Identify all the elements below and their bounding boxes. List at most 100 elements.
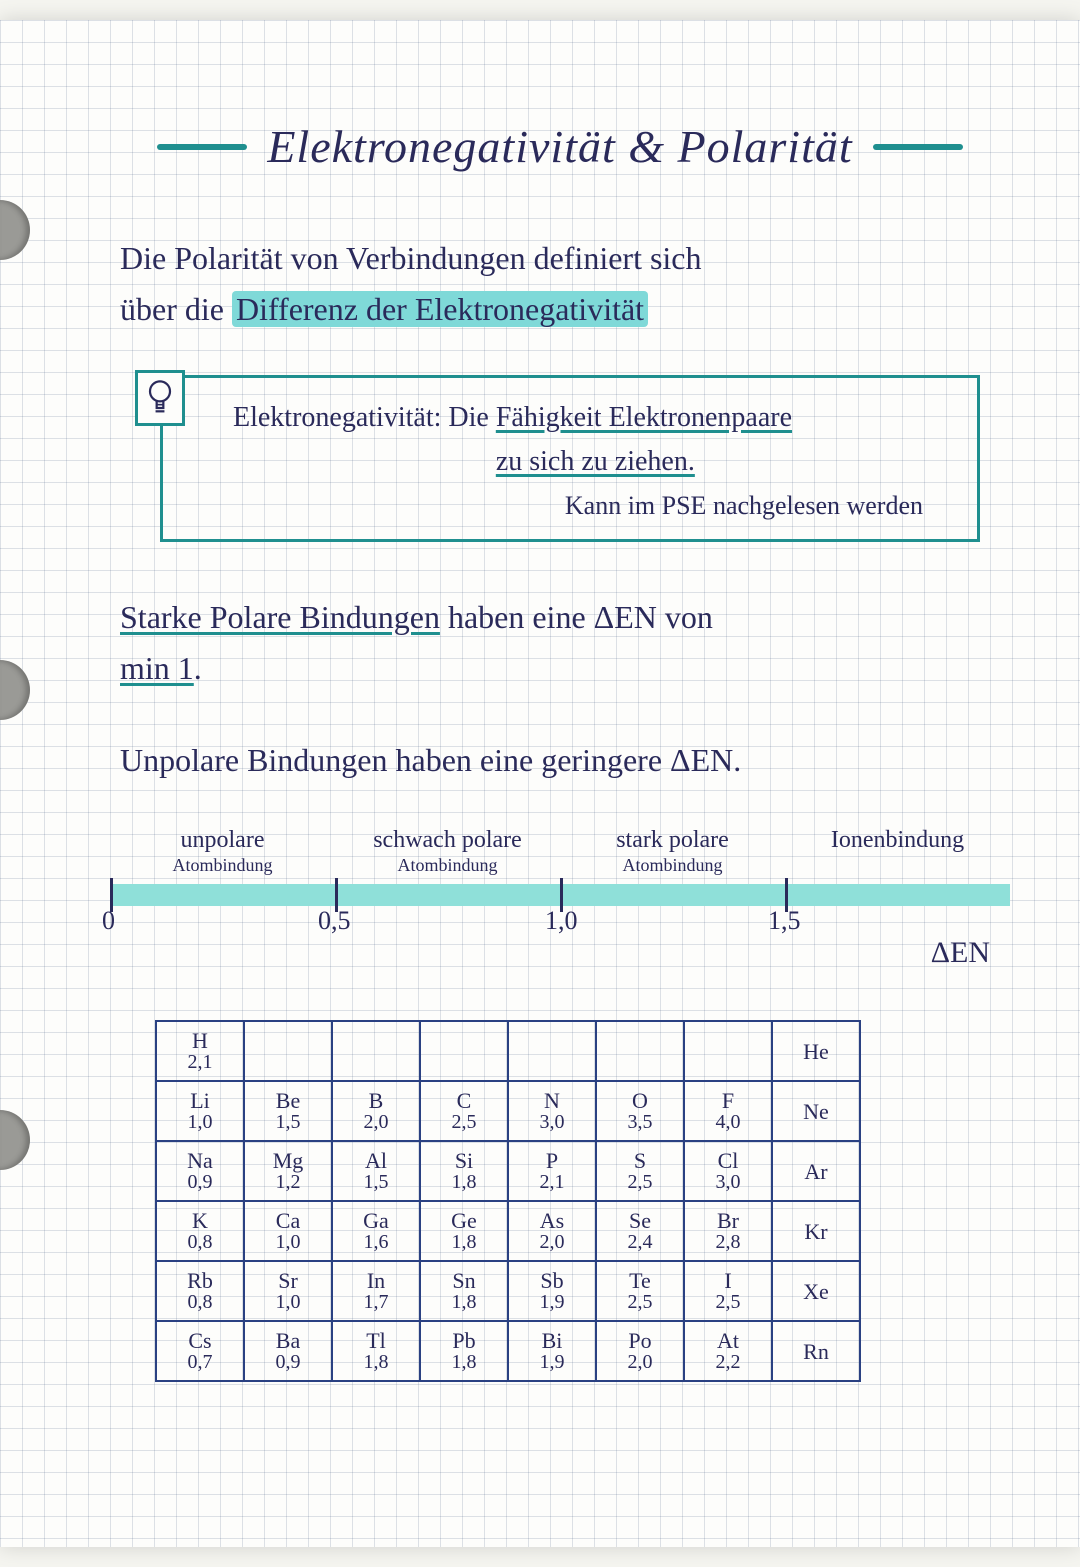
definition-body-a: Die (448, 402, 495, 433)
rule-nonpolar: Unpolare Bindungen haben eine geringere … (120, 735, 1000, 786)
definition-underline2: zu sich zu ziehen. (496, 446, 695, 477)
element-symbol: F (685, 1089, 771, 1112)
table-cell: Bi1,9 (508, 1321, 596, 1381)
element-en-value: 1,8 (421, 1172, 507, 1193)
element-en-value: 1,0 (157, 1112, 243, 1133)
element-symbol: N (509, 1089, 595, 1112)
element-en-value: 2,1 (509, 1172, 595, 1193)
element-symbol: Be (245, 1089, 331, 1112)
element-en-value: 1,2 (245, 1172, 331, 1193)
element-symbol: Ca (245, 1209, 331, 1232)
table-cell-empty (244, 1021, 332, 1081)
element-symbol: Kr (773, 1220, 859, 1243)
element-symbol: Tl (333, 1329, 419, 1352)
table-cell: S2,5 (596, 1141, 684, 1201)
element-symbol: Po (597, 1329, 683, 1352)
element-en-value: 1,9 (509, 1292, 595, 1313)
element-symbol: K (157, 1209, 243, 1232)
table-cell: Tl1,8 (332, 1321, 420, 1381)
element-en-value: 2,0 (509, 1232, 595, 1253)
element-en-value: 1,8 (421, 1292, 507, 1313)
table-cell: K0,8 (156, 1201, 244, 1261)
scale-region: stark polareAtombindung (560, 826, 785, 876)
table-cell: Ca1,0 (244, 1201, 332, 1261)
lightbulb-icon (135, 370, 185, 426)
element-en-value: 2,2 (685, 1352, 771, 1373)
element-en-value: 2,5 (597, 1292, 683, 1313)
table-row: K0,8Ca1,0Ga1,6Ge1,8As2,0Se2,4Br2,8Kr (156, 1201, 860, 1261)
element-symbol: Xe (773, 1280, 859, 1303)
element-symbol: Te (597, 1269, 683, 1292)
element-symbol: At (685, 1329, 771, 1352)
element-en-value: 1,0 (245, 1232, 331, 1253)
element-symbol: Rn (773, 1340, 859, 1363)
title-rule-right (873, 144, 963, 150)
element-symbol: S (597, 1149, 683, 1172)
element-en-value: 0,8 (157, 1232, 243, 1253)
element-symbol: B (333, 1089, 419, 1112)
rule1-dot: . (194, 650, 202, 686)
table-cell: Cl3,0 (684, 1141, 772, 1201)
element-symbol: He (773, 1040, 859, 1063)
table-cell: Pb1,8 (420, 1321, 508, 1381)
element-symbol: I (685, 1269, 771, 1292)
definition-box: Elektronegativität: Die Fähigkeit Elektr… (160, 375, 980, 542)
table-cell: Al1,5 (332, 1141, 420, 1201)
element-symbol: In (333, 1269, 419, 1292)
element-symbol: C (421, 1089, 507, 1112)
table-cell: P2,1 (508, 1141, 596, 1201)
element-en-value: 4,0 (685, 1112, 771, 1133)
definition-label: Elektronegativität: (233, 402, 441, 433)
scale-tick-label: 0 (102, 906, 115, 936)
table-row: Cs0,7Ba0,9Tl1,8Pb1,8Bi1,9Po2,0At2,2Rn (156, 1321, 860, 1381)
rule1-rest: haben eine ΔEN von (440, 599, 713, 635)
scale-region-sub: Atombindung (560, 855, 785, 877)
table-cell: Rn (772, 1321, 860, 1381)
scale-region-top: Ionenbindung (831, 827, 964, 853)
element-symbol: Ba (245, 1329, 331, 1352)
notebook-page: Elektronegativität & Polarität Die Polar… (0, 20, 1080, 1547)
element-en-value: 2,0 (333, 1112, 419, 1133)
element-symbol: Bi (509, 1329, 595, 1352)
element-en-value: 1,9 (509, 1352, 595, 1373)
rule1-min: min 1 (120, 650, 194, 686)
table-cell: Sn1,8 (420, 1261, 508, 1321)
element-symbol: Sn (421, 1269, 507, 1292)
element-en-value: 3,0 (685, 1172, 771, 1193)
binder-hole (0, 200, 30, 260)
element-symbol: Al (333, 1149, 419, 1172)
element-symbol: Na (157, 1149, 243, 1172)
element-symbol: P (509, 1149, 595, 1172)
element-en-value: 3,0 (509, 1112, 595, 1133)
rule-strong-polar: Starke Polare Bindungen haben eine ΔEN v… (120, 592, 1000, 694)
electronegativity-table: H2,1HeLi1,0Be1,5B2,0C2,5N3,0O3,5F4,0NeNa… (155, 1020, 861, 1382)
table-cell: Si1,8 (420, 1141, 508, 1201)
table-cell: Cs0,7 (156, 1321, 244, 1381)
element-symbol: Mg (245, 1149, 331, 1172)
scale-region-sub: Atombindung (335, 855, 560, 877)
element-en-value: 1,8 (421, 1352, 507, 1373)
table-cell: Mg1,2 (244, 1141, 332, 1201)
element-symbol: Ga (333, 1209, 419, 1232)
element-en-value: 1,5 (333, 1172, 419, 1193)
table-row: Na0,9Mg1,2Al1,5Si1,8P2,1S2,5Cl3,0Ar (156, 1141, 860, 1201)
element-symbol: Cs (157, 1329, 243, 1352)
element-en-value: 2,5 (685, 1292, 771, 1313)
scale-bar (110, 884, 1010, 906)
table-cell: Li1,0 (156, 1081, 244, 1141)
table-cell: Se2,4 (596, 1201, 684, 1261)
scale-tick-label: 1,5 (768, 906, 801, 936)
table-cell: N3,0 (508, 1081, 596, 1141)
page-title-row: Elektronegativität & Polarität (100, 120, 1020, 173)
table-cell-empty (596, 1021, 684, 1081)
element-symbol: Li (157, 1089, 243, 1112)
element-en-value: 2,8 (685, 1232, 771, 1253)
element-en-value: 1,7 (333, 1292, 419, 1313)
intro-line1: Die Polarität von Verbindungen definiert… (120, 240, 702, 276)
binder-hole (0, 660, 30, 720)
definition-underline1: Fähigkeit Elektronenpaare (496, 402, 792, 433)
table-cell-empty (332, 1021, 420, 1081)
scale-region-top: schwach polare (373, 827, 522, 853)
element-symbol: Ar (773, 1160, 859, 1183)
definition-sub: Kann im PSE nachgelesen werden (233, 491, 953, 521)
